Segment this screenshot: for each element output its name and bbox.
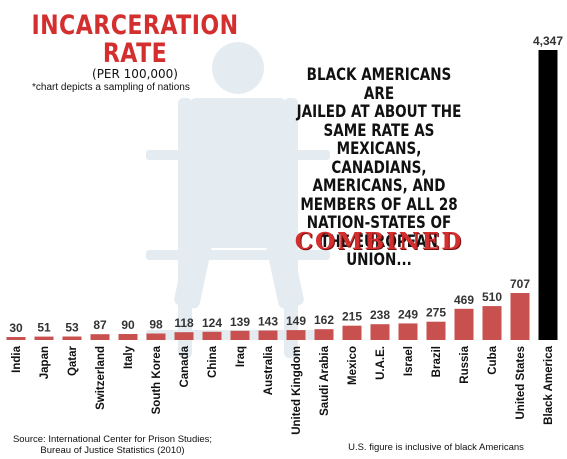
bar-black-america — [538, 50, 558, 340]
value-label-india: 30 — [9, 321, 23, 335]
chart-title-line2: RATE — [102, 38, 168, 69]
value-label-mexico: 215 — [342, 310, 362, 324]
category-label-iraq: Iraq — [235, 346, 247, 367]
category-label-qatar: Qatar — [67, 345, 79, 376]
category-label-india: India — [11, 345, 23, 372]
value-label-saudi-arabia: 162 — [314, 313, 334, 327]
category-label-cuba: Cuba — [487, 345, 499, 374]
category-label-china: China — [207, 345, 219, 378]
value-label-israel: 249 — [398, 307, 418, 321]
value-label-united-states: 707 — [510, 277, 530, 291]
bar-united-kingdom — [286, 330, 306, 340]
category-label-saudi-arabia: Saudi Arabia — [319, 345, 331, 415]
chart-subtitle: (PER 100,000) — [92, 67, 178, 81]
bar-qatar — [62, 336, 82, 340]
headline-annotation: BLACK AMERICANS ARE JAILED AT ABOUT THE … — [296, 65, 462, 269]
category-label-mexico: Mexico — [347, 346, 359, 385]
value-label-china: 124 — [202, 316, 222, 330]
value-label-brazil: 275 — [426, 306, 446, 320]
category-label-switzerland: Switzerland — [95, 346, 107, 410]
value-label-canada: 118 — [174, 316, 194, 330]
bar-israel — [398, 323, 418, 340]
bar-saudi-arabia — [314, 329, 334, 340]
bar-u-a-e — [370, 324, 390, 340]
value-label-qatar: 53 — [65, 321, 79, 335]
bar-cuba — [482, 306, 502, 340]
chart-title-line1: INCARCERATION — [31, 10, 239, 41]
category-label-brazil: Brazil — [431, 346, 443, 377]
value-label-iraq: 139 — [230, 315, 250, 329]
value-label-black-america: 4,347 — [533, 34, 563, 48]
bar-brazil — [426, 321, 446, 340]
bar-switzerland — [90, 334, 110, 340]
footnote: U.S. figure is inclusive of black Americ… — [348, 442, 524, 453]
bar-south-korea — [146, 333, 166, 340]
bar-russia — [454, 308, 474, 340]
bar-italy — [118, 334, 138, 340]
bar-india — [6, 337, 26, 340]
value-label-cuba: 510 — [482, 290, 502, 304]
category-label-japan: Japan — [39, 346, 51, 379]
category-label-australia: Australia — [263, 345, 275, 395]
value-label-switzerland: 87 — [93, 318, 107, 332]
bar-china — [202, 331, 222, 340]
bar-united-states — [510, 293, 530, 340]
source-note: Source: International Center for Prison … — [12, 434, 213, 456]
value-label-south-korea: 98 — [149, 318, 163, 332]
value-label-italy: 90 — [121, 318, 135, 332]
value-label-united-kingdom: 149 — [286, 314, 306, 328]
value-label-australia: 143 — [258, 315, 278, 329]
category-label-united-kingdom: United Kingdom — [291, 346, 303, 435]
bar-australia — [258, 330, 278, 340]
category-label-israel: Israel — [403, 346, 415, 376]
category-label-black-america: Black America — [543, 345, 555, 424]
category-label-south-korea: South Korea — [151, 345, 163, 414]
category-label-italy: Italy — [123, 345, 135, 369]
category-label-canada: Canada — [179, 345, 191, 387]
category-label-russia: Russia — [459, 345, 471, 383]
value-label-u-a-e: 238 — [370, 308, 390, 322]
combined-annotation: COMBINED — [294, 228, 464, 255]
value-label-japan: 51 — [37, 321, 51, 335]
bar-canada — [174, 332, 194, 340]
bar-mexico — [342, 325, 362, 340]
value-label-russia: 469 — [454, 293, 474, 307]
category-label-united-states: United States — [515, 346, 527, 420]
category-label-u-a-e: U.A.E. — [375, 346, 387, 380]
chart-note: *chart depicts a sampling of nations — [32, 82, 190, 93]
bar-iraq — [230, 330, 250, 340]
bar-japan — [34, 336, 54, 340]
